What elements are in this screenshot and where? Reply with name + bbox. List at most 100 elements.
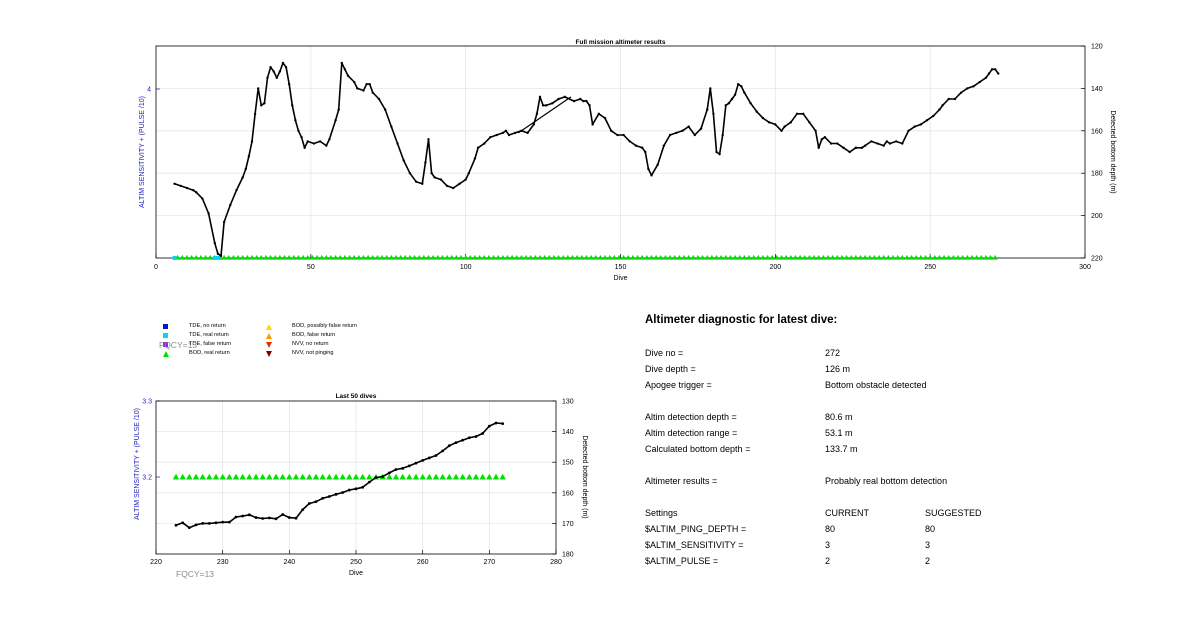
depth-point <box>507 133 511 137</box>
fqcy-label: FQCY=13 <box>176 569 215 579</box>
bod-real-marker <box>857 254 864 260</box>
depth-point <box>721 133 724 137</box>
bod-real-marker <box>662 254 669 260</box>
bod-real-marker <box>518 254 525 260</box>
depth-point <box>953 97 957 101</box>
depth-point <box>476 146 480 149</box>
bod-real-marker <box>286 473 293 480</box>
depth-point <box>346 74 350 77</box>
bod-real-marker <box>718 254 724 260</box>
bod-real-marker <box>843 254 850 260</box>
chart-title-last50: Last 50 dives <box>336 393 377 400</box>
bod-real-marker <box>406 473 413 480</box>
depth-point <box>272 70 275 73</box>
depth-point <box>894 140 898 143</box>
diag-row-dive-no: Dive no = 272 <box>645 348 1165 362</box>
bod-real-marker <box>686 254 692 260</box>
bod-real-marker <box>537 254 543 260</box>
depth-point <box>535 112 539 116</box>
bod-real-marker <box>509 254 515 260</box>
depth-point <box>214 521 218 525</box>
bod-real-marker <box>611 254 617 260</box>
depth-point <box>706 108 709 111</box>
legend-label: NVV, no return <box>292 341 329 347</box>
depth-point <box>854 146 858 149</box>
bod-real-marker <box>466 473 473 480</box>
depth-point <box>354 487 358 491</box>
bod-real-marker <box>352 473 360 480</box>
bod-real-marker <box>602 254 608 260</box>
legend-marker-icon <box>163 342 168 347</box>
bod-real-marker <box>379 254 385 260</box>
depth-point <box>337 108 340 111</box>
diag-label: Settings <box>645 508 678 518</box>
depth-point <box>181 521 185 525</box>
y-right-axis-label-last50: Detected bottom depth (m) <box>581 435 588 518</box>
depth-point <box>687 125 690 128</box>
depth-point <box>325 144 328 147</box>
depth-point <box>424 161 427 164</box>
depth-point <box>263 102 266 105</box>
y-left-tick-label: 4 <box>147 87 151 94</box>
diag-value: 2 <box>825 556 831 566</box>
bod-real-marker <box>286 254 292 260</box>
depth-point <box>984 76 988 80</box>
depth-point <box>727 102 731 105</box>
depth-point <box>318 140 322 143</box>
bod-real-marker <box>792 254 799 260</box>
depth-point <box>532 123 535 126</box>
diag-value: 3 <box>825 540 831 550</box>
depth-point <box>334 492 338 496</box>
depth-point <box>743 91 746 94</box>
depth-point <box>387 471 391 475</box>
depth-point <box>761 116 765 120</box>
legend-marker-icon <box>163 333 168 338</box>
bod-real-marker <box>186 473 193 480</box>
depth-point <box>274 517 278 521</box>
bod-real-marker <box>542 254 548 260</box>
bod-real-marker <box>955 254 961 260</box>
bod-real-marker <box>393 254 399 260</box>
depth-point <box>383 108 387 111</box>
diag-row-apogee-trigger: Apogee trigger = Bottom obstacle detecte… <box>645 380 1165 394</box>
bod-real-marker <box>279 473 286 480</box>
bod-real-marker <box>569 254 576 260</box>
depth-point <box>241 176 244 179</box>
depth-point <box>882 144 885 147</box>
bod-real-marker <box>741 254 747 260</box>
bod-real-marker <box>467 254 473 260</box>
bod-real-marker <box>620 254 627 260</box>
depth-point <box>582 99 585 103</box>
depth-point <box>300 135 303 139</box>
bod-real-marker <box>676 254 682 260</box>
bod-real-marker <box>551 254 557 260</box>
depth-point <box>213 241 217 245</box>
y-right-tick-label: 150 <box>562 460 574 467</box>
depth-point <box>334 119 337 122</box>
depth-point <box>494 421 498 425</box>
bod-real-marker <box>593 254 599 260</box>
bod-real-marker <box>272 254 278 260</box>
depth-point <box>656 163 659 166</box>
depth-point <box>730 97 734 101</box>
diag-value: 133.7 m <box>825 444 858 454</box>
bod-real-marker <box>449 254 455 260</box>
diag-label: $ALTIM_PULSE = <box>645 556 719 566</box>
depth-point <box>247 513 251 517</box>
bod-real-marker <box>625 254 631 260</box>
bod-real-marker <box>713 254 720 260</box>
depth-point <box>312 142 316 145</box>
x-tick-label: 260 <box>417 559 429 566</box>
depth-point <box>247 155 251 158</box>
y-right-tick-label: 130 <box>562 399 574 406</box>
legend: TDE, no return TDE, real return TDE, false… <box>160 322 400 362</box>
depth-point <box>767 121 771 124</box>
bod-real-marker <box>588 254 594 260</box>
depth-point <box>441 449 445 453</box>
bod-real-marker <box>788 254 794 260</box>
diag-value: Probably real bottom detection <box>825 476 948 486</box>
depth-point <box>504 129 508 132</box>
bod-real-marker <box>950 254 956 260</box>
depth-point <box>201 197 204 200</box>
diag-value: 272 <box>825 348 841 358</box>
